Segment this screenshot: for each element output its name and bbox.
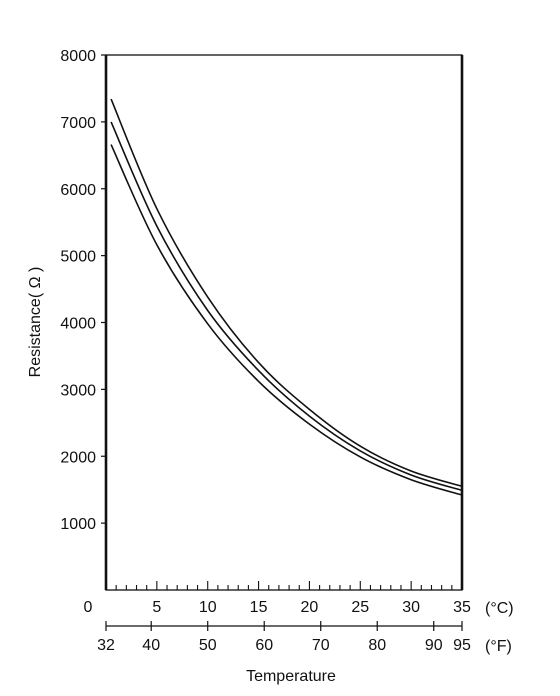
fahrenheit-unit-label: (°F) [485,638,512,655]
celsius-unit-label: (°C) [485,600,514,617]
y-tick-label: 1000 [60,516,96,533]
y-tick-label: 4000 [60,316,96,333]
middle-curve [110,121,463,492]
celsius-tick-label: 30 [402,599,420,616]
celsius-tick-label: 25 [351,599,369,616]
celsius-tick-label: 15 [250,599,268,616]
fahrenheit-tick-label: 32 [97,637,115,654]
tick-labels: 1000 2000 3000 4000 5000 6000 7000 8000 5 10 15 20 2… [60,48,471,654]
fahrenheit-tick-label: 50 [199,637,217,654]
fahrenheit-tick-label: 80 [368,637,386,654]
fahrenheit-tick-label: 70 [312,637,330,654]
fahrenheit-tick-label: 60 [255,637,273,654]
celsius-tick-label: 35 [453,599,471,616]
y-tick-label: 7000 [60,115,96,132]
plot-frame [105,54,463,591]
y-tick-label: 3000 [60,382,96,399]
celsius-tick-label: 20 [301,599,319,616]
fahrenheit-tick-label: 95 [453,637,471,654]
y-tick-label: 8000 [60,48,96,65]
y-tick-label: 6000 [60,182,96,199]
x-axis-title: Temperature [246,668,336,685]
celsius-tick-label: 10 [199,599,217,616]
y-zero-label: 0 [84,599,93,616]
y-tick-label: 5000 [60,249,96,266]
y-tick-label: 2000 [60,449,96,466]
fahrenheit-tick-label: 90 [425,637,443,654]
axes [101,54,464,631]
upper-curve [110,98,463,488]
fahrenheit-tick-label: 40 [142,637,160,654]
y-axis-title: Resistance( Ω ) [27,267,44,378]
plot-area [110,98,463,496]
lower-curve [110,144,463,496]
celsius-tick-label: 5 [152,599,161,616]
